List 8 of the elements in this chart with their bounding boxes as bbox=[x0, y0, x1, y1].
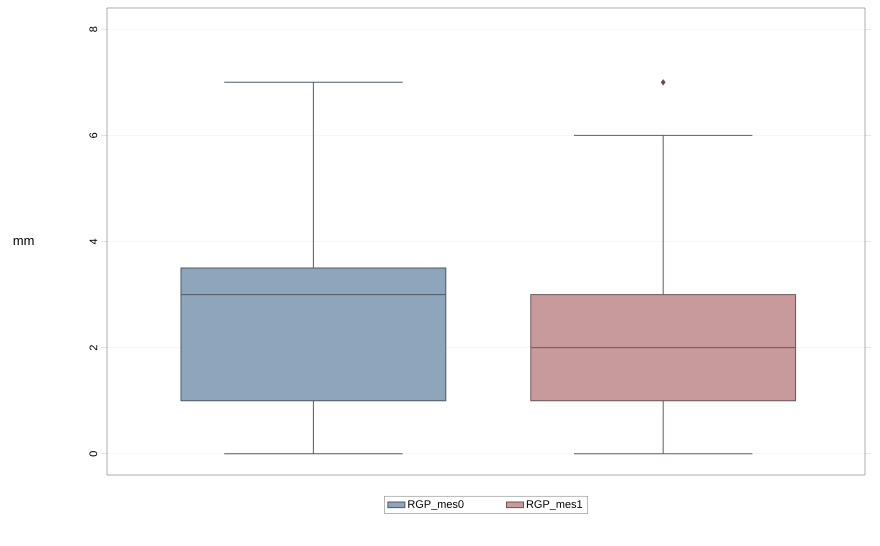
legend-label: RGP_mes0 bbox=[408, 500, 464, 510]
y-tick-label: 8 bbox=[89, 26, 98, 32]
y-axis-title: mm bbox=[14, 238, 34, 245]
y-tick-label: 0 bbox=[89, 451, 98, 456]
y-tick-label: 4 bbox=[90, 238, 98, 244]
legend-label: RGP_mes1 bbox=[526, 500, 582, 510]
y-tick-label: 6 bbox=[89, 132, 98, 138]
y-tick-label: 2 bbox=[90, 345, 98, 350]
